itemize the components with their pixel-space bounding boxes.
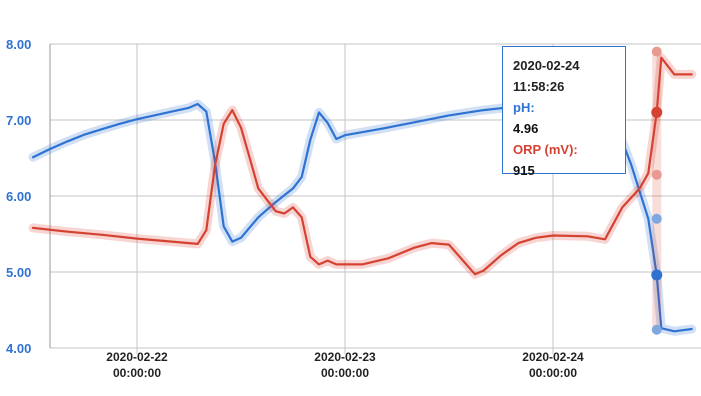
orp-upper-marker [651, 46, 662, 57]
x-tick-date: 2020-02-23 [314, 350, 376, 364]
orp-hover-marker [651, 106, 663, 118]
tooltip-orp-value: 915 [513, 163, 535, 178]
x-tick-date: 2020-02-22 [106, 350, 168, 364]
hover-tooltip: 2020-02-24 11:58:26 pH: 4.96 ORP (mV): 9… [502, 46, 626, 178]
tooltip-ph-value: 4.96 [513, 121, 539, 136]
series-line-1 [31, 56, 693, 276]
x-tick-date: 2020-02-24 [522, 350, 584, 364]
y-tick-label: 8.00 [6, 37, 31, 52]
y-tick-label: 6.00 [6, 189, 31, 204]
y-tick-label: 4.00 [6, 341, 31, 356]
x-tick-time: 00:00:00 [113, 366, 161, 380]
tooltip-ph-label: pH: [513, 100, 535, 115]
tooltip-orp-label: ORP (mV): [513, 142, 578, 157]
orp-lower-marker [651, 169, 662, 180]
ph-hover-marker [651, 269, 663, 281]
ph-lower-marker [651, 324, 662, 335]
tooltip-timestamp: 2020-02-24 11:58:26 [513, 58, 580, 94]
x-tick-time: 00:00:00 [321, 366, 369, 380]
y-tick-label: 5.00 [6, 265, 31, 280]
ph-upper-marker [651, 213, 662, 224]
y-tick-label: 7.00 [6, 113, 31, 128]
x-tick-time: 00:00:00 [529, 366, 577, 380]
